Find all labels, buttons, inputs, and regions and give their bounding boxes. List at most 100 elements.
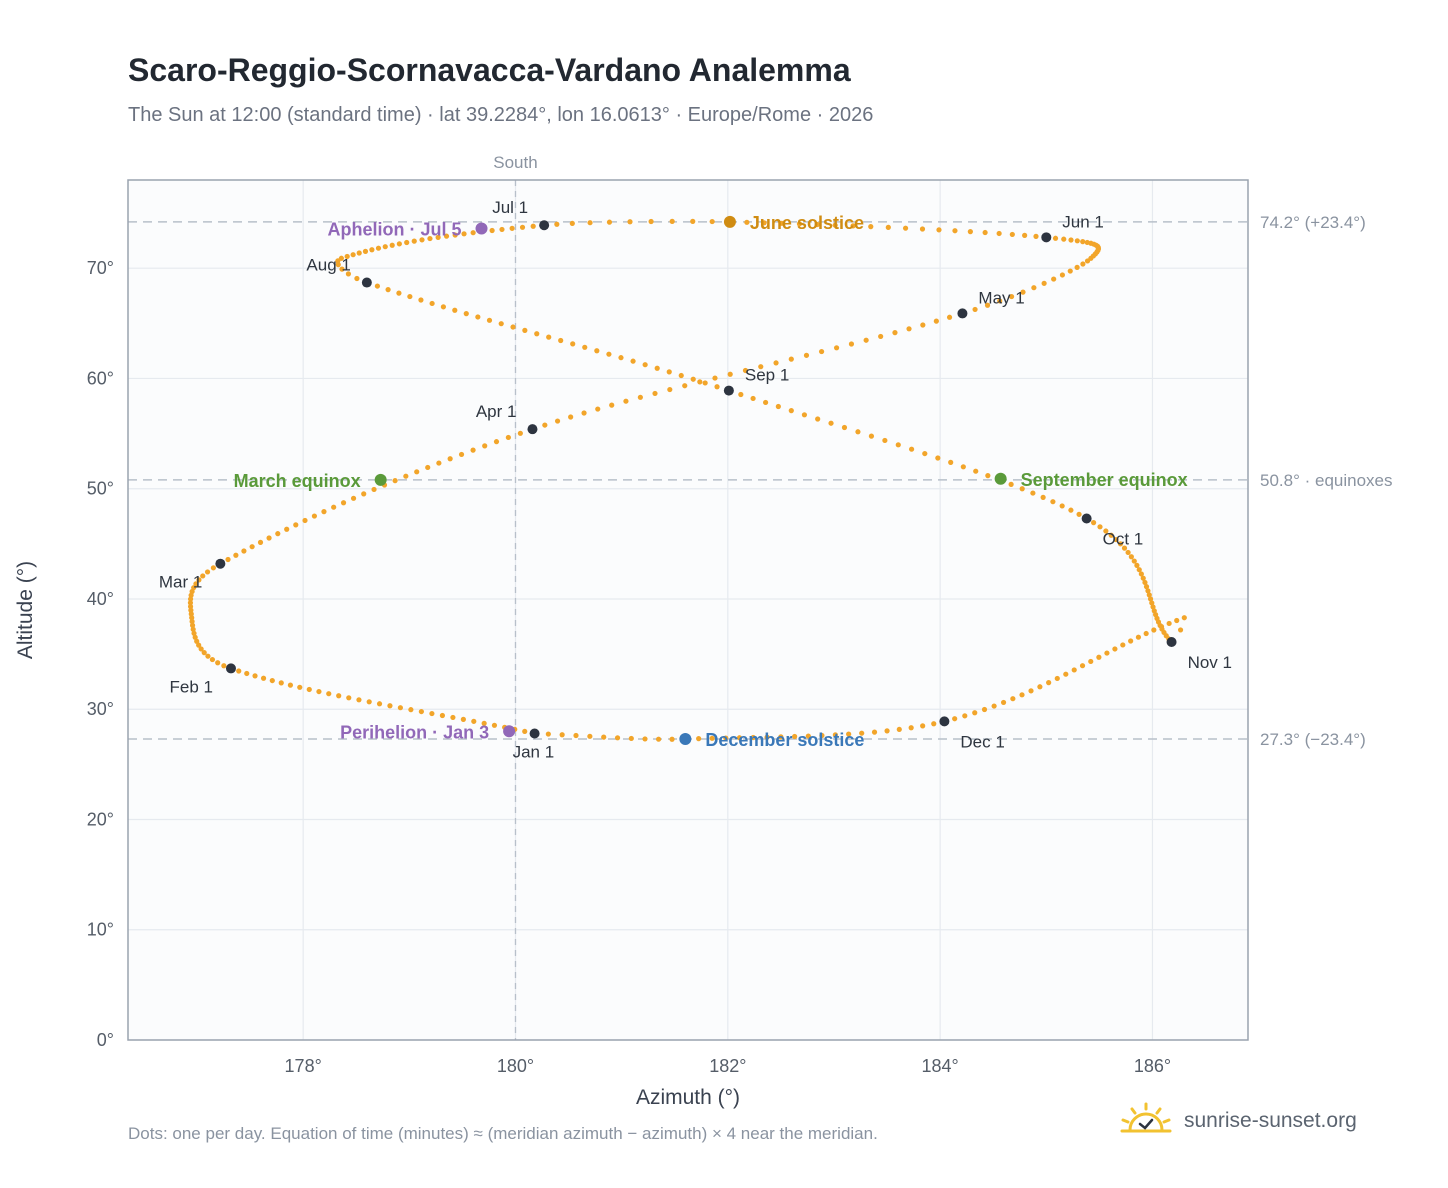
x-tick-label: 180° <box>497 1056 534 1076</box>
brand-text[interactable]: sunrise-sunset.org <box>1184 1108 1357 1132</box>
daily-dot <box>205 653 211 659</box>
x-axis-label: Azimuth (°) <box>636 1086 740 1109</box>
daily-dot <box>709 218 715 225</box>
daily-dot <box>570 341 576 347</box>
y-tick-label: 10° <box>87 920 114 940</box>
x-tick-label: 186° <box>1134 1056 1171 1076</box>
daily-dot <box>1008 481 1014 487</box>
event-label: Perihelion · Jan 3 <box>340 722 489 742</box>
daily-dot <box>284 526 290 532</box>
daily-dot <box>952 716 958 722</box>
daily-dot <box>709 735 715 741</box>
daily-dot <box>882 437 888 444</box>
daily-dot <box>366 699 372 705</box>
daily-dot <box>1117 541 1124 547</box>
daily-dot <box>486 317 493 323</box>
daily-dot <box>396 241 402 247</box>
daily-dot <box>738 391 744 398</box>
daily-dot <box>505 434 511 441</box>
sun-logo-icon <box>1118 1100 1174 1141</box>
x-tick-label: 182° <box>709 1056 746 1076</box>
brand[interactable]: sunrise-sunset.org <box>1118 1100 1357 1141</box>
daily-dot <box>452 307 458 313</box>
daily-dot <box>690 218 696 224</box>
daily-dot <box>1051 276 1057 282</box>
daily-dot <box>510 324 516 330</box>
daily-dot <box>559 732 565 738</box>
daily-dot <box>316 688 322 695</box>
daily-dot <box>429 300 435 307</box>
plot-area <box>128 180 1248 1040</box>
daily-dot <box>936 227 942 233</box>
daily-dot <box>868 433 875 439</box>
event-dot <box>475 222 488 235</box>
footnote: Dots: one per day. Equation of time (min… <box>128 1124 878 1143</box>
daily-dot <box>744 219 750 225</box>
daily-dot <box>241 548 247 554</box>
daily-dot <box>371 486 377 493</box>
daily-dot <box>763 399 769 406</box>
month-dot <box>539 220 550 231</box>
daily-dot <box>750 734 756 741</box>
chart-subtitle: The Sun at 12:00 (standard time) · lat 3… <box>128 104 874 126</box>
daily-dot <box>884 728 890 734</box>
daily-dot <box>425 464 431 471</box>
daily-dot <box>723 735 729 741</box>
month-label: Nov 1 <box>1188 653 1232 672</box>
chart-title: Scaro-Reggio-Scornavacca-Vardano Analemm… <box>128 52 851 88</box>
daily-dot <box>522 728 528 735</box>
daily-dot <box>814 221 820 228</box>
daily-dot <box>354 275 360 282</box>
daily-dot <box>815 416 821 422</box>
daily-dot <box>1061 236 1067 242</box>
daily-dot <box>1135 634 1142 640</box>
daily-dot <box>470 447 476 453</box>
daily-dot <box>311 513 318 519</box>
daily-dot <box>803 352 810 358</box>
daily-dot <box>447 456 453 462</box>
daily-dot <box>499 226 505 233</box>
daily-dot <box>491 722 498 728</box>
daily-dot <box>439 712 446 719</box>
daily-dot <box>275 531 281 537</box>
daily-dot <box>931 721 937 727</box>
daily-dot <box>582 344 588 350</box>
event-label: March equinox <box>234 471 361 491</box>
daily-dot <box>1097 524 1103 530</box>
daily-dot <box>187 603 194 610</box>
daily-dot <box>761 220 767 226</box>
daily-dot <box>252 673 258 679</box>
daily-dot <box>196 577 202 583</box>
daily-dot <box>1149 600 1155 606</box>
month-label: Aug 1 <box>306 256 350 275</box>
daily-dot <box>982 229 988 236</box>
daily-dot <box>201 650 207 656</box>
daily-dot <box>906 326 912 332</box>
daily-dot <box>1177 627 1184 633</box>
daily-dot <box>764 734 770 740</box>
daily-dot <box>1143 584 1150 590</box>
daily-dot <box>192 634 198 640</box>
daily-dot <box>609 402 615 408</box>
daily-dot <box>1074 264 1080 270</box>
daily-dot <box>859 730 865 736</box>
daily-dot <box>832 222 838 228</box>
y-tick-label: 20° <box>87 809 114 829</box>
daily-dot <box>832 732 838 738</box>
daily-dot <box>1174 617 1180 624</box>
daily-dot <box>331 504 337 510</box>
daily-dot <box>863 337 869 343</box>
daily-dot <box>534 331 540 337</box>
daily-dot <box>981 706 988 713</box>
daily-dot <box>1104 650 1110 656</box>
daily-dot <box>1138 571 1144 577</box>
daily-dot <box>1125 549 1131 556</box>
daily-dot <box>1008 293 1015 300</box>
daily-dot <box>1113 536 1119 543</box>
daily-dot <box>1033 233 1039 239</box>
daily-dot <box>805 733 811 739</box>
daily-dot <box>1068 237 1074 243</box>
daily-dot <box>892 330 898 336</box>
month-dot <box>1166 636 1177 647</box>
